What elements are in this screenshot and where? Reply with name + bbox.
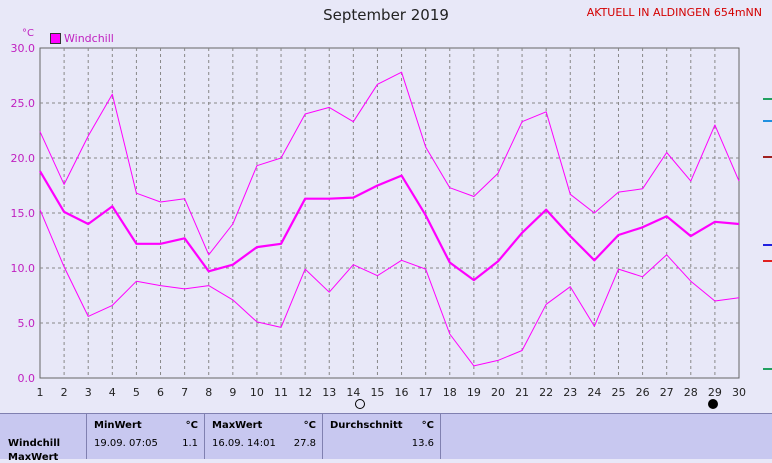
chart-title: September 2019 [323,6,449,24]
x-tick-label: 14 [346,386,360,399]
x-tick-label: 22 [539,386,553,399]
stats-label-column: Windchill MaxWert [0,414,87,463]
x-tick-label: 3 [85,386,92,399]
x-tick-label: 4 [109,386,116,399]
x-tick-label: 7 [181,386,188,399]
x-tick-label: 24 [587,386,601,399]
x-tick-label: 5 [133,386,140,399]
max-header: MaxWert [212,420,263,431]
y-tick-label: 0.0 [18,372,36,385]
max-unit: °C [303,420,316,431]
x-tick-label: 1 [37,386,44,399]
x-tick-label: 11 [274,386,288,399]
y-tick-label: 10.0 [11,262,36,275]
legend-swatch [50,33,61,44]
x-tick-label: 25 [611,386,625,399]
y-tick-label: 25.0 [11,97,36,110]
x-tick-label: 8 [205,386,212,399]
max-value: 27.8 [293,438,316,449]
x-tick-label: 2 [61,386,68,399]
x-tick-label: 12 [298,386,312,399]
x-tick-label: 21 [515,386,529,399]
series-line-min [39,209,740,367]
x-tick-label: 29 [708,386,722,399]
min-unit: °C [185,420,198,431]
x-tick-label: 30 [732,386,746,399]
x-tick-label: 20 [491,386,505,399]
x-tick-label: 6 [157,386,164,399]
min-value: 1.1 [182,438,198,449]
y-axis-unit: °C [22,28,34,39]
series-line-mean [39,170,740,282]
right-side-indicators [761,70,772,413]
x-tick-label: 18 [443,386,457,399]
series-line-max [39,71,740,256]
avg-unit: °C [421,420,434,431]
new-moon-icon [708,399,718,409]
avg-value: 13.6 [411,438,434,449]
x-tick-label: 16 [395,386,409,399]
y-tick-label: 20.0 [11,152,36,165]
full-moon-icon [355,399,365,409]
x-tick-label: 10 [250,386,264,399]
stats-min-column: MinWert °C 19.09. 07:05 1.1 [86,414,205,459]
y-tick-label: 30.0 [11,42,36,55]
x-tick-label: 15 [370,386,384,399]
stats-avg-column: Durchschnitt °C 13.6 [322,414,441,459]
x-tick-label: 27 [660,386,674,399]
stats-row-label: Windchill [8,438,61,449]
current-station-label: AKTUELL IN ALDINGEN 654mNN [586,6,762,19]
x-tick-label: 26 [636,386,650,399]
chart-area: 1 2 3 4 5 6 7 8 9 10 11 12 13 14 15 16 17 18 19 20 21 22 23 24 2… [11,42,747,399]
legend-label: Windchill [64,32,114,45]
legend: Windchill [50,32,114,45]
y-tick-label: 15.0 [11,207,36,220]
x-tick-label: 9 [229,386,236,399]
avg-header: Durchschnitt [330,420,403,431]
x-tick-label: 13 [322,386,336,399]
max-date: 16.09. 14:01 [212,438,276,449]
x-tick-label: 23 [563,386,577,399]
stats-max-column: MaxWert °C 16.09. 14:01 27.8 [204,414,323,459]
x-tick-label: 17 [419,386,433,399]
min-header: MinWert [94,420,142,431]
statistics-table: Windchill MaxWert MinWert °C 19.09. 07:0… [0,413,772,463]
min-date: 19.09. 07:05 [94,438,158,449]
x-tick-label: 28 [684,386,698,399]
x-tick-label: 19 [467,386,481,399]
y-tick-label: 5.0 [18,317,36,330]
